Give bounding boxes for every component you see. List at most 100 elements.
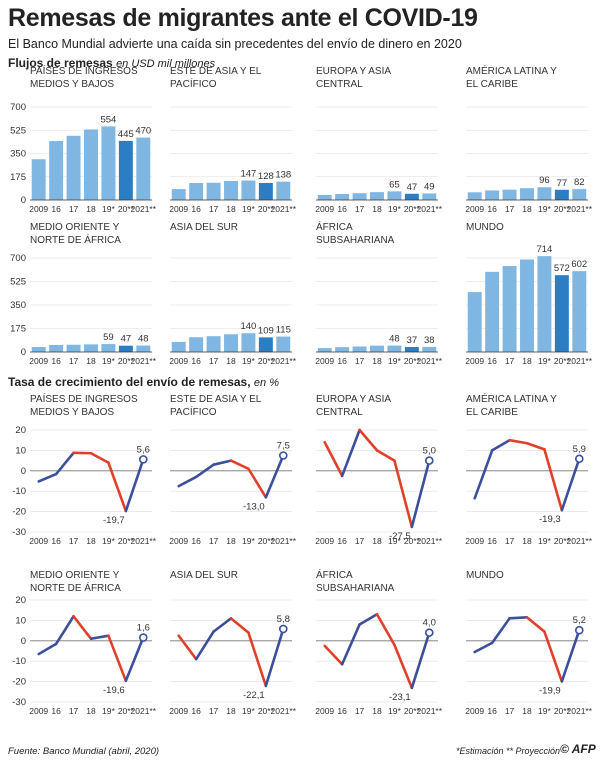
line-segment xyxy=(323,644,344,666)
line-x-tick-label: 20** xyxy=(258,536,275,546)
bar-y-tick-label: 175 xyxy=(10,172,26,183)
bar-x-tick-label: 20** xyxy=(118,356,135,366)
bar-data-label: 47 xyxy=(121,334,132,345)
line-x-tick-label: 2021** xyxy=(567,706,593,716)
bar xyxy=(352,346,367,352)
line-segment xyxy=(560,457,581,512)
bar xyxy=(387,345,402,352)
bar-x-tick-label: 18 xyxy=(86,356,96,366)
bar-x-tick-label: 19* xyxy=(102,204,115,214)
bar-x-tick-label: 18 xyxy=(522,356,532,366)
bar-x-tick-label: 2009 xyxy=(169,204,188,214)
bar-x-tick-label: 19* xyxy=(388,356,401,366)
bar-panel-title: CENTRAL xyxy=(316,79,363,90)
bar xyxy=(467,292,482,352)
bar-x-tick-label: 17 xyxy=(209,204,219,214)
section-flows-title: Flujos de remesas en USD mil millones xyxy=(8,56,215,70)
line-segment xyxy=(247,467,268,499)
line-x-tick-label: 2009 xyxy=(29,706,48,716)
bar-x-tick-label: 17 xyxy=(355,204,365,214)
line-panel-title: PAÍSES DE INGRESOS xyxy=(30,392,138,405)
bar-x-tick-label: 2021** xyxy=(417,356,443,366)
line-y-tick-label: -20 xyxy=(12,677,26,688)
bar xyxy=(502,266,517,352)
line-segment xyxy=(375,449,396,462)
line-data-label: 1,6 xyxy=(137,623,150,634)
line-segment xyxy=(37,642,58,656)
bar xyxy=(258,337,273,352)
line-x-tick-label: 2009 xyxy=(465,706,484,716)
bar xyxy=(241,333,256,352)
bar xyxy=(537,256,552,352)
bar xyxy=(352,193,367,200)
line-segment xyxy=(264,627,285,688)
section-flows-label: Flujos de remesas xyxy=(8,56,113,70)
section-growth-label: Tasa de crecimiento del envío de remesas… xyxy=(8,375,251,389)
bar-x-tick-label: 2021** xyxy=(417,204,443,214)
line-end-marker xyxy=(574,625,584,635)
bar-x-tick-label: 19* xyxy=(388,204,401,214)
bar xyxy=(118,345,133,352)
bar-panel-title: EUROPA Y ASIA xyxy=(316,66,391,77)
line-x-tick-label: 2021** xyxy=(131,536,157,546)
line-x-tick-label: 16 xyxy=(337,536,347,546)
bar-panel-title: MEDIO ORIENTE Y xyxy=(30,222,120,233)
bar xyxy=(276,181,291,200)
line-segment xyxy=(212,459,233,466)
line-x-tick-label: 18 xyxy=(522,536,532,546)
line-x-tick-label: 19* xyxy=(538,706,551,716)
line-x-tick-label: 17 xyxy=(355,536,365,546)
bar-x-tick-label: 2021** xyxy=(567,356,593,366)
bar-panel-title: MEDIOS Y BAJOS xyxy=(30,79,114,90)
bar-x-tick-label: 2009 xyxy=(465,204,484,214)
bar xyxy=(276,336,291,352)
line-segment xyxy=(229,617,250,634)
bar-panel-title: PAÍSES DE INGRESOS xyxy=(30,64,138,77)
bar xyxy=(467,192,482,200)
line-x-tick-label: 2021** xyxy=(567,536,593,546)
bar-x-tick-label: 2021** xyxy=(567,204,593,214)
line-x-tick-label: 19* xyxy=(388,536,401,546)
line-panel-title: PACÍFICO xyxy=(170,405,217,418)
bar-x-tick-label: 2009 xyxy=(29,204,48,214)
bar-x-tick-label: 2021** xyxy=(131,356,157,366)
bar-panel-title: AMÉRICA LATINA Y xyxy=(466,64,557,77)
line-segment xyxy=(264,454,285,499)
line-x-tick-label: 16 xyxy=(51,706,61,716)
bar-y-tick-label: 350 xyxy=(10,149,26,160)
line-x-tick-label: 2021** xyxy=(131,706,157,716)
line-panel-title: EL CARIBE xyxy=(466,407,518,418)
line-x-tick-label: 18 xyxy=(86,536,96,546)
bar xyxy=(370,192,384,200)
bar xyxy=(66,135,81,200)
line-x-tick-label: 16 xyxy=(191,536,201,546)
section-growth-unit: en % xyxy=(253,377,279,389)
line-x-tick-label: 19* xyxy=(102,706,115,716)
bar-data-label: 37 xyxy=(407,335,418,346)
source-note: Fuente: Banco Mundial (abril, 2020) xyxy=(8,746,160,757)
line-data-label: -22,1 xyxy=(243,690,265,701)
bar-x-tick-label: 16 xyxy=(191,356,201,366)
line-x-tick-label: 16 xyxy=(337,706,347,716)
line-segment xyxy=(72,615,93,641)
line-segment xyxy=(560,628,581,683)
bar xyxy=(66,344,81,352)
bar xyxy=(554,275,569,352)
bar-x-tick-label: 20** xyxy=(404,204,421,214)
bar-x-tick-label: 17 xyxy=(505,204,515,214)
bar-panel-title: SUBSAHARIANA xyxy=(316,235,395,246)
line-y-tick-label: 20 xyxy=(15,425,26,436)
line-y-tick-label: -10 xyxy=(12,656,26,667)
line-segment xyxy=(473,449,494,500)
line-x-tick-label: 20** xyxy=(118,706,135,716)
line-y-tick-label: -20 xyxy=(12,507,26,518)
bar-data-label: 96 xyxy=(539,175,550,186)
bar-x-tick-label: 17 xyxy=(505,356,515,366)
line-panel-title: MEDIOS Y BAJOS xyxy=(30,407,114,418)
bar-x-tick-label: 20** xyxy=(404,356,421,366)
bar-data-label: 138 xyxy=(275,170,291,181)
bar-x-tick-label: 16 xyxy=(191,204,201,214)
bar-data-label: 38 xyxy=(424,335,435,346)
line-x-tick-label: 20** xyxy=(404,706,421,716)
line-data-label: 7,5 xyxy=(277,441,290,452)
